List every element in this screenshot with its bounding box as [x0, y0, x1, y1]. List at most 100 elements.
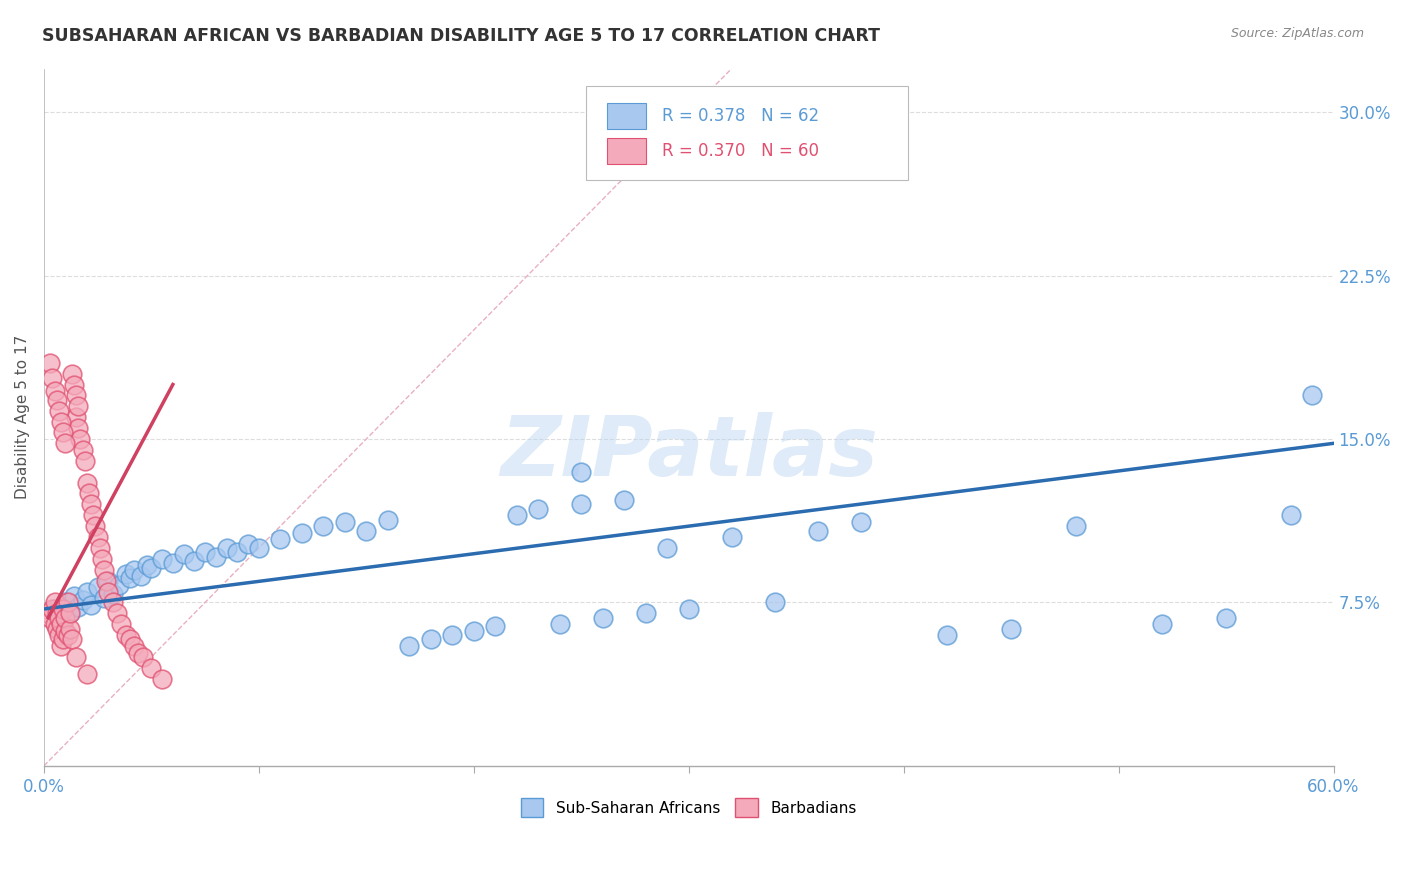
Point: [1301, 388, 1323, 402]
Y-axis label: Disability Age 5 to 17: Disability Age 5 to 17: [15, 335, 30, 500]
Point: [150, 672, 173, 686]
Point: [226, 545, 249, 559]
Point: [49, 617, 72, 632]
Text: Source: ZipAtlas.com: Source: ZipAtlas.com: [1230, 27, 1364, 40]
Point: [39, 610, 62, 624]
Point: [849, 515, 872, 529]
Point: [97, 574, 120, 588]
Point: [114, 628, 136, 642]
Point: [136, 558, 159, 573]
Point: [80, 497, 103, 511]
Point: [162, 556, 184, 570]
Point: [60, 632, 83, 647]
Point: [236, 536, 259, 550]
Point: [41, 602, 63, 616]
Point: [183, 554, 205, 568]
Point: [441, 628, 464, 642]
Point: [141, 661, 163, 675]
Point: [720, 530, 742, 544]
Point: [63, 377, 86, 392]
Point: [45, 607, 67, 621]
Point: [55, 610, 77, 624]
Point: [592, 610, 614, 624]
Point: [333, 515, 356, 529]
Point: [44, 595, 66, 609]
Point: [114, 567, 136, 582]
Point: [101, 587, 124, 601]
FancyBboxPatch shape: [585, 86, 908, 180]
Point: [76, 667, 98, 681]
Point: [84, 519, 107, 533]
Point: [613, 493, 636, 508]
Point: [173, 548, 195, 562]
Point: [935, 628, 957, 642]
Point: [72, 442, 94, 457]
Point: [527, 501, 550, 516]
Point: [49, 610, 72, 624]
Point: [247, 541, 270, 555]
Point: [807, 524, 830, 538]
Text: SUBSAHARAN AFRICAN VS BARBADIAN DISABILITY AGE 5 TO 17 CORRELATION CHART: SUBSAHARAN AFRICAN VS BARBADIAN DISABILI…: [42, 27, 880, 45]
Point: [49, 639, 72, 653]
Point: [77, 486, 100, 500]
Point: [76, 475, 98, 490]
Point: [56, 595, 79, 609]
Point: [108, 578, 131, 592]
Point: [657, 541, 679, 555]
Point: [1215, 610, 1237, 624]
Point: [59, 607, 82, 621]
Point: [97, 584, 120, 599]
Point: [291, 525, 314, 540]
Text: R = 0.370   N = 60: R = 0.370 N = 60: [662, 142, 818, 160]
Point: [41, 371, 63, 385]
Point: [634, 607, 657, 621]
Point: [65, 410, 87, 425]
Point: [1150, 617, 1173, 632]
Point: [569, 465, 592, 479]
Point: [93, 563, 115, 577]
Point: [76, 584, 98, 599]
Point: [110, 617, 132, 632]
Point: [37, 607, 59, 621]
Point: [678, 602, 700, 616]
Point: [44, 602, 66, 616]
Point: [52, 632, 75, 647]
Point: [506, 508, 529, 523]
Point: [356, 524, 378, 538]
Point: [129, 569, 152, 583]
Point: [398, 639, 420, 653]
Point: [269, 533, 291, 547]
Point: [60, 367, 83, 381]
Point: [63, 589, 86, 603]
Point: [463, 624, 485, 638]
Legend: Sub-Saharan Africans, Barbadians: Sub-Saharan Africans, Barbadians: [513, 790, 865, 824]
Point: [205, 549, 228, 564]
Point: [312, 519, 335, 533]
Point: [48, 628, 70, 642]
Point: [569, 497, 592, 511]
Point: [105, 607, 128, 621]
Point: [86, 530, 108, 544]
Point: [419, 632, 441, 647]
Point: [55, 436, 77, 450]
Point: [55, 595, 77, 609]
Point: [52, 425, 75, 440]
Text: ZIPatlas: ZIPatlas: [499, 411, 877, 492]
Point: [59, 622, 82, 636]
Point: [90, 552, 112, 566]
Point: [89, 541, 111, 555]
Point: [73, 454, 96, 468]
Point: [67, 399, 90, 413]
Text: R = 0.378   N = 62: R = 0.378 N = 62: [662, 107, 818, 125]
Point: [44, 617, 66, 632]
Point: [49, 415, 72, 429]
Point: [67, 599, 90, 614]
Point: [127, 646, 149, 660]
Point: [1279, 508, 1302, 523]
Point: [122, 563, 145, 577]
Point: [93, 591, 115, 605]
Bar: [607, 137, 647, 164]
Point: [96, 574, 118, 588]
Point: [86, 580, 108, 594]
Point: [80, 598, 103, 612]
